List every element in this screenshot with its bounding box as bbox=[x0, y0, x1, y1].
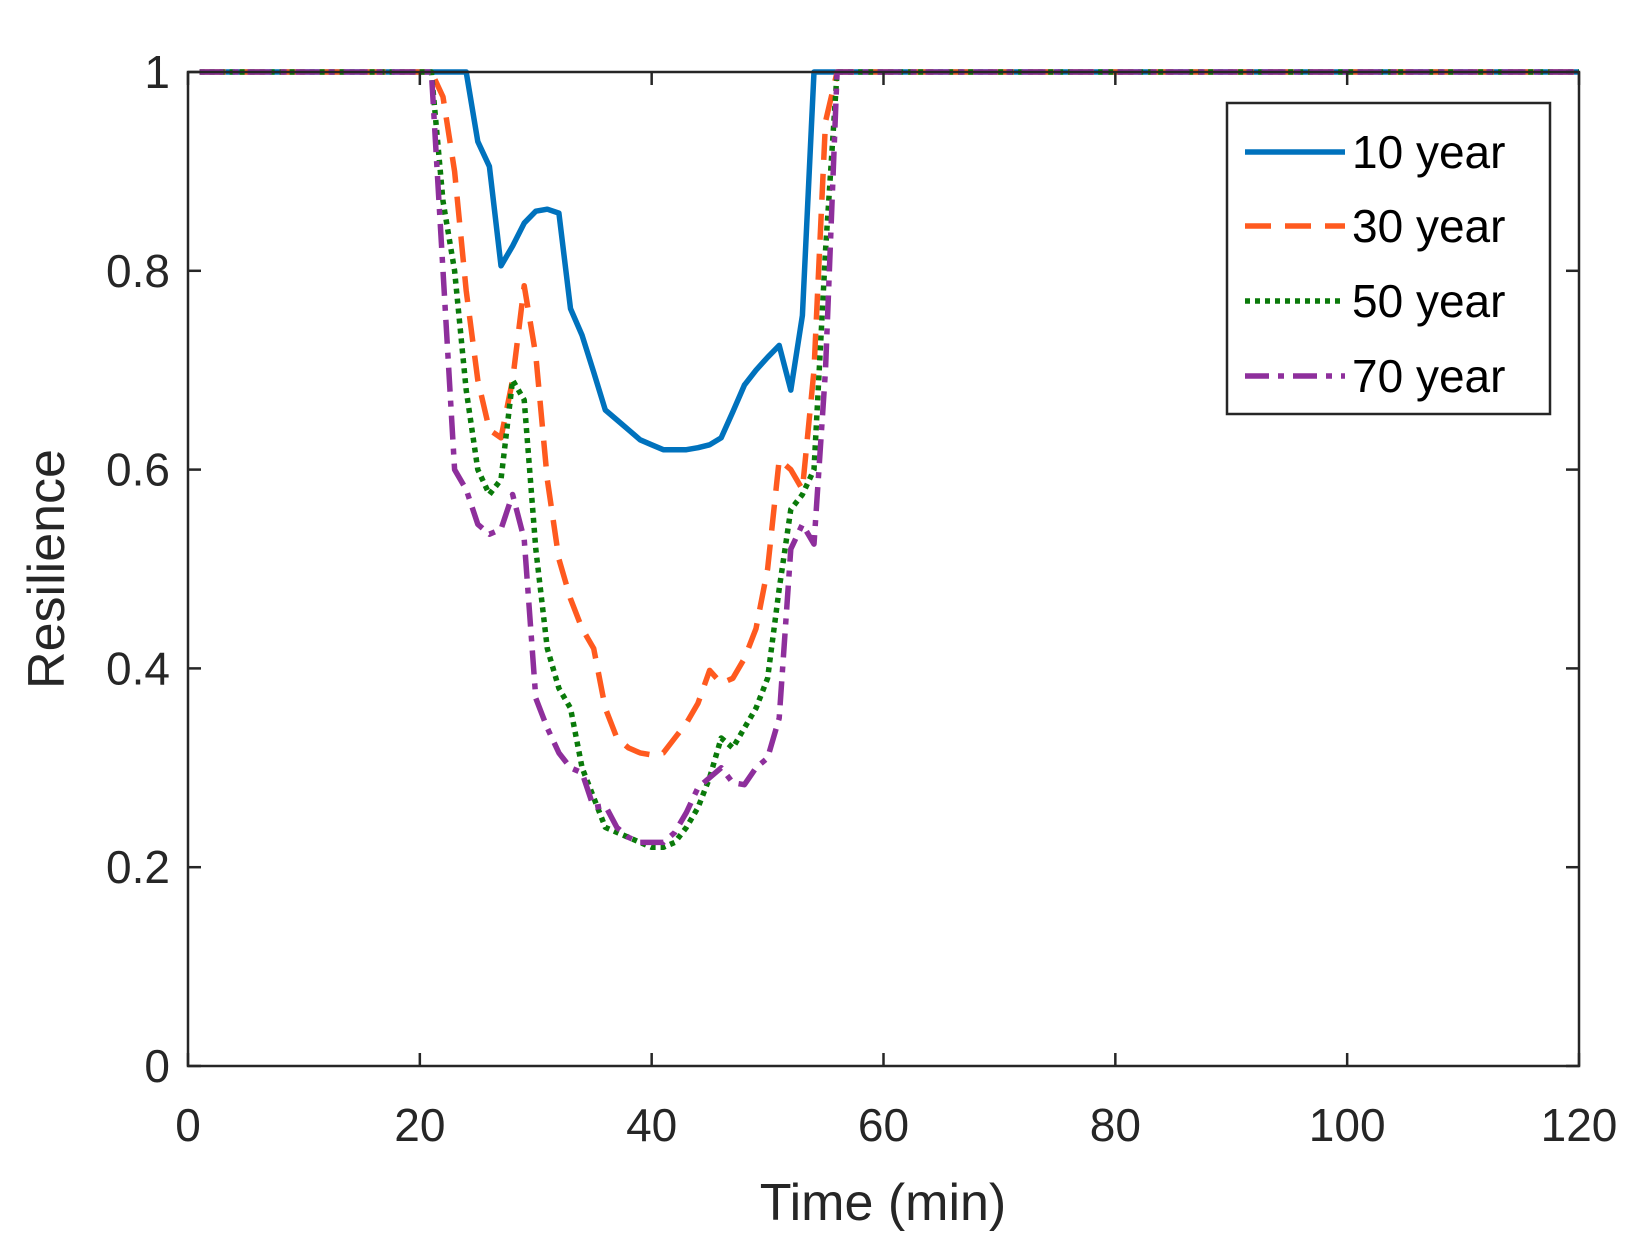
y-axis-label: Resilience bbox=[18, 449, 76, 689]
x-tick-label: 120 bbox=[1541, 1099, 1618, 1151]
series-line-70-year bbox=[199, 69, 1579, 846]
legend-label-70-year: 70 year bbox=[1352, 350, 1505, 402]
y-tick-label: 0.6 bbox=[106, 444, 170, 496]
y-tick-label: 1 bbox=[144, 46, 170, 98]
legend-label-50-year: 50 year bbox=[1352, 275, 1505, 327]
y-tick-label: 0.2 bbox=[106, 841, 170, 893]
x-axis-label: Time (min) bbox=[760, 1174, 1007, 1232]
series-line-50-year bbox=[199, 69, 1579, 851]
x-tick-label: 80 bbox=[1090, 1099, 1141, 1151]
legend-label-10-year: 10 year bbox=[1352, 126, 1505, 178]
series-line-10-year bbox=[199, 69, 1579, 453]
y-tick-label: 0 bbox=[144, 1040, 170, 1092]
legend-label-30-year: 30 year bbox=[1352, 200, 1505, 252]
y-tick-label: 0.4 bbox=[106, 642, 170, 694]
tick-layer: 0 20 40 60 80 100 120 0 0.2 0.4 0.6 0.8 1 bbox=[106, 46, 1617, 1151]
y-tick-label: 0.8 bbox=[106, 245, 170, 297]
x-tick-label: 100 bbox=[1309, 1099, 1386, 1151]
legend: 10 year 30 year 50 year 70 year bbox=[1225, 101, 1552, 416]
series-line-30-year bbox=[199, 69, 1579, 758]
x-tick-label: 40 bbox=[626, 1099, 677, 1151]
legend-box bbox=[1225, 101, 1552, 416]
x-tick-label: 60 bbox=[858, 1099, 909, 1151]
x-tick-label: 20 bbox=[394, 1099, 445, 1151]
series-layer bbox=[199, 69, 1579, 851]
x-tick-label: 0 bbox=[175, 1099, 201, 1151]
